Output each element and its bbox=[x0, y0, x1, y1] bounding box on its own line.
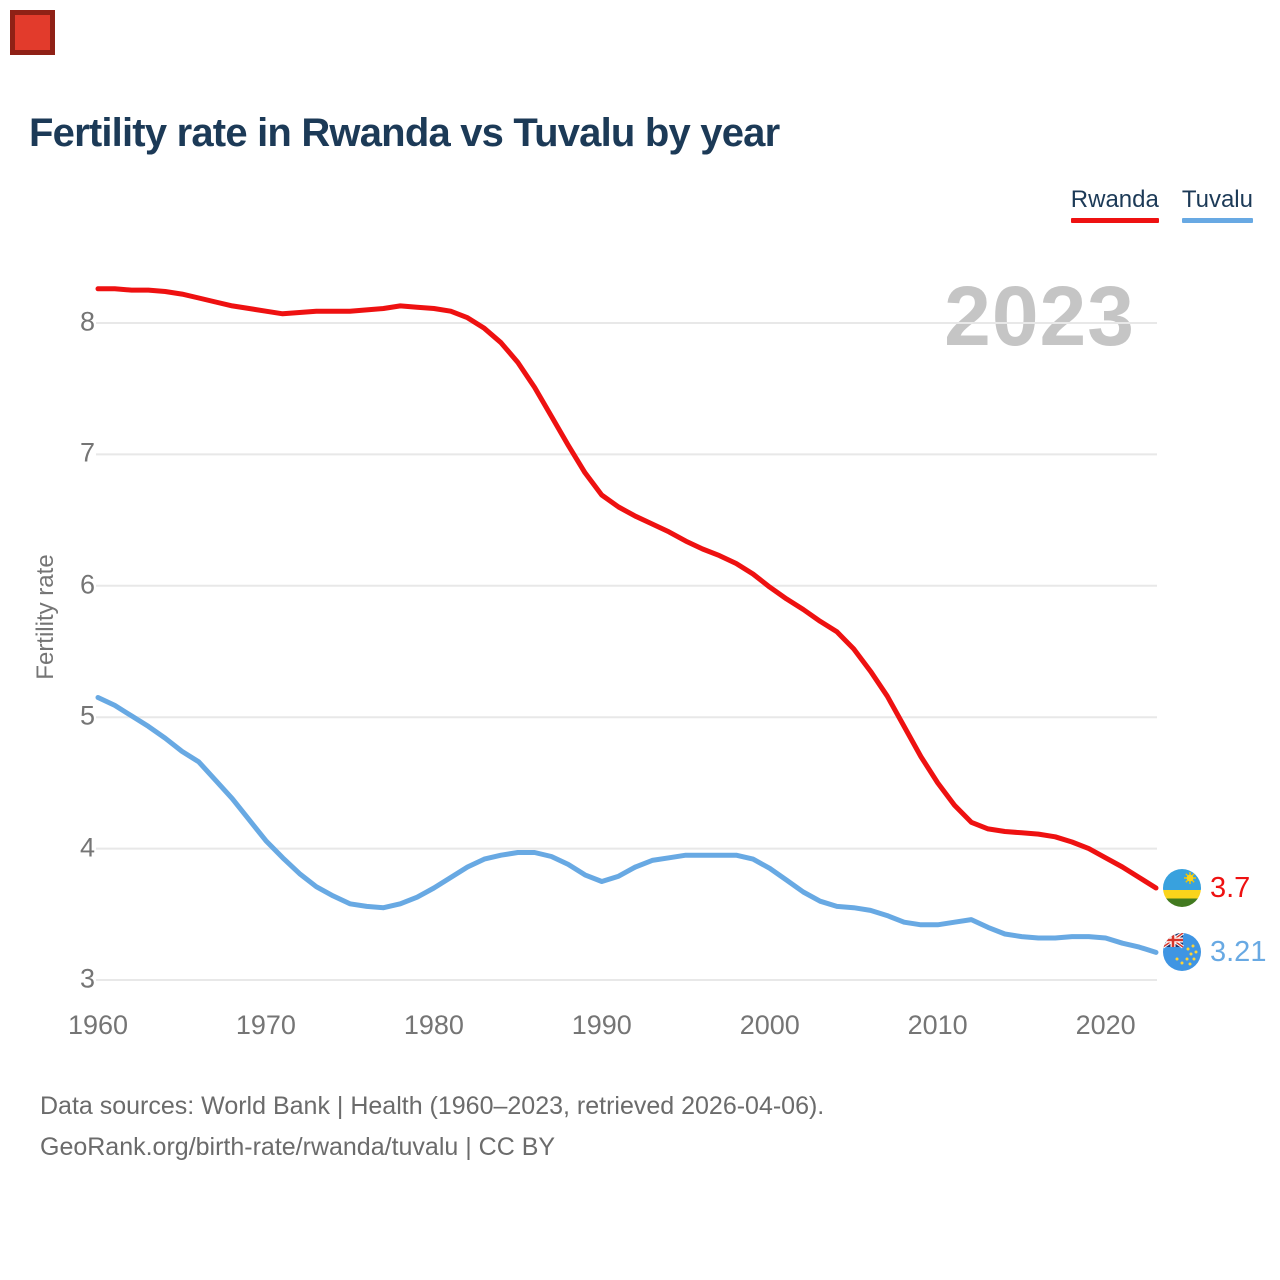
series-line-rwanda bbox=[95, 286, 1159, 891]
footer-link-line: GeoRank.org/birth-rate/rwanda/tuvalu | C… bbox=[40, 1133, 556, 1161]
footer-sources-line: Data sources: World Bank | Health (1960–… bbox=[40, 1092, 825, 1120]
end-value-tuvalu: 3.21 bbox=[1210, 935, 1267, 968]
series-end-rwanda: 3.7 bbox=[1163, 869, 1251, 908]
red-square-marker bbox=[10, 10, 55, 55]
year-watermark: 2023 bbox=[944, 269, 1135, 363]
x-tick-1970: 1970 bbox=[235, 1010, 296, 1040]
legend-underline-tuvalu bbox=[1181, 218, 1253, 223]
end-value-rwanda: 3.7 bbox=[1210, 871, 1251, 904]
y-axis-title: Fertility rate bbox=[32, 554, 59, 680]
legend-label-tuvalu: Tuvalu bbox=[1181, 186, 1253, 213]
y-tick-4: 4 bbox=[79, 831, 95, 862]
x-tick-2010: 2010 bbox=[907, 1010, 968, 1040]
y-tick-3: 3 bbox=[79, 963, 95, 994]
rwanda-flag-icon bbox=[1163, 869, 1201, 908]
footer: Data sources: World Bank | Health (1960–… bbox=[40, 1086, 824, 1168]
legend: Rwanda Tuvalu bbox=[1070, 186, 1253, 223]
legend-item-rwanda[interactable]: Rwanda bbox=[1070, 186, 1159, 223]
x-tick-1960: 1960 bbox=[67, 1010, 129, 1040]
legend-label-rwanda: Rwanda bbox=[1070, 186, 1159, 213]
y-tick-6: 6 bbox=[79, 569, 95, 600]
x-tick-2000: 2000 bbox=[739, 1010, 800, 1040]
legend-item-tuvalu[interactable]: Tuvalu bbox=[1181, 186, 1253, 223]
y-tick-7: 7 bbox=[79, 437, 95, 468]
x-tick-1990: 1990 bbox=[571, 1010, 632, 1040]
y-tick-5: 5 bbox=[79, 700, 95, 731]
series-line-tuvalu bbox=[95, 695, 1159, 955]
x-tick-1980: 1980 bbox=[403, 1010, 464, 1040]
y-tick-8: 8 bbox=[79, 306, 95, 337]
legend-underline-rwanda bbox=[1070, 218, 1159, 223]
page-title: Fertility rate in Rwanda vs Tuvalu by ye… bbox=[29, 111, 780, 155]
series-end-tuvalu: 3.21 bbox=[1163, 933, 1267, 972]
x-tick-2020: 2020 bbox=[1075, 1010, 1136, 1040]
tuvalu-flag-icon bbox=[1163, 933, 1201, 972]
